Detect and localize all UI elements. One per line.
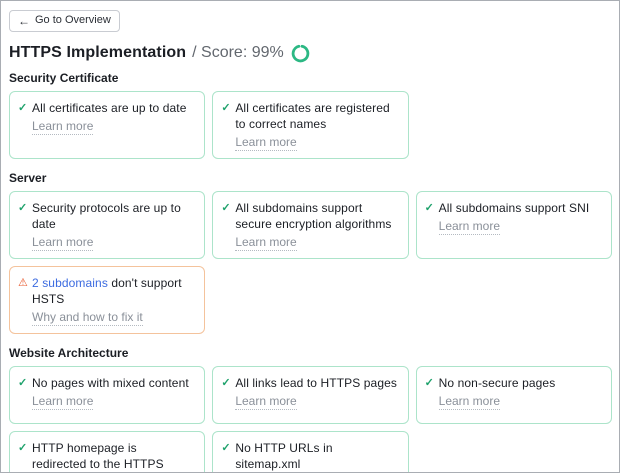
learn-more-link[interactable]: Learn more: [438, 394, 501, 410]
check-card: ✓ All subdomains support SNI Learn more: [415, 191, 612, 259]
why-and-how-to-fix-link[interactable]: Why and how to fix it: [32, 310, 143, 326]
check-icon: ✓: [424, 202, 434, 214]
card-title: All links lead to HTTPS pages: [235, 376, 397, 390]
check-icon: ✓: [18, 202, 28, 214]
section-title: Website Architecture: [9, 346, 129, 360]
card-title: All certificates are up to date: [32, 101, 187, 115]
go-to-overview-button[interactable]: ← Go to Overview: [9, 10, 120, 32]
card-title: 2 subdomains don't support HSTS: [32, 276, 182, 306]
learn-more-link[interactable]: Learn more: [32, 119, 94, 135]
check-card: ✓ All certificates are registered to corr…: [212, 91, 409, 159]
report-title: HTTPS Implementation: [9, 44, 187, 61]
section-server: Server ✓ Security protocols are up to date…: [9, 171, 612, 334]
check-card: ✓ No non-secure pages Learn more: [415, 366, 612, 424]
check-card: ✓ Security protocols are up to date Learn …: [9, 191, 206, 259]
card-title: HTTP homepage is redirected to the HTTPS…: [32, 441, 164, 471]
card-grid: ✓ Security protocols are up to date Learn …: [9, 191, 612, 334]
check-card: ✓ No pages with mixed content Learn more: [9, 366, 206, 424]
sections: Security Certificate ✓ All certificates ar…: [9, 71, 612, 472]
score-text: / Score: 99%: [192, 44, 284, 61]
check-icon: ✓: [18, 442, 28, 454]
check-icon: ✓: [221, 202, 231, 214]
issue-count-link[interactable]: 2 subdomains: [32, 276, 108, 290]
check-card: ✓ All links lead to HTTPS pages Learn more: [212, 366, 409, 424]
card-title: No pages with mixed content: [32, 376, 189, 390]
card-title: Security protocols are up to date: [32, 201, 181, 231]
card-title: No HTTP URLs in sitemap.xml: [235, 441, 333, 471]
learn-more-link[interactable]: Learn more: [235, 235, 297, 251]
score-value: 99%: [251, 44, 284, 61]
check-icon: ✓: [18, 377, 28, 389]
card-title: All subdomains support SNI: [438, 201, 590, 215]
card-title: No non-secure pages: [438, 376, 556, 390]
check-icon: ✓: [221, 102, 231, 114]
warning-icon: ⚠: [18, 277, 28, 289]
check-card: ✓ All subdomains support secure encryptio…: [212, 191, 409, 259]
section-title: Server: [9, 171, 47, 185]
back-arrow-icon: ←: [18, 13, 30, 28]
score-ring: [291, 44, 310, 62]
section-website-architecture: Website Architecture ✓ No pages with mixed…: [9, 346, 612, 472]
check-icon: ✓: [221, 377, 231, 389]
check-icon: ✓: [221, 442, 231, 454]
page-title: HTTPS Implementation / Score: 99%: [9, 42, 612, 64]
learn-more-link[interactable]: Learn more: [32, 235, 94, 251]
card-title: All subdomains support secure encryption…: [235, 201, 392, 231]
warning-card: ⚠ 2 subdomains don't support HSTS Why and …: [9, 266, 206, 334]
check-card: ✓ All certificates are up to date Learn mo…: [9, 91, 206, 159]
learn-more-link[interactable]: Learn more: [438, 219, 501, 235]
learn-more-link[interactable]: Learn more: [235, 394, 297, 410]
card-title: All certificates are registered to corre…: [235, 101, 390, 131]
back-button-label: Go to Overview: [35, 14, 111, 26]
check-icon: ✓: [18, 102, 28, 114]
section-security-certificate: Security Certificate ✓ All certificates ar…: [9, 71, 612, 159]
learn-more-link[interactable]: Learn more: [235, 135, 297, 151]
check-card: ✓ HTTP homepage is redirected to the HTTP…: [9, 431, 206, 472]
section-title: Security Certificate: [9, 71, 119, 85]
card-grid: ✓ All certificates are up to date Learn mo…: [9, 91, 612, 159]
card-grid: ✓ No pages with mixed content Learn more ✓ A…: [9, 366, 612, 472]
learn-more-link[interactable]: Learn more: [32, 394, 94, 410]
check-icon: ✓: [424, 377, 434, 389]
check-card: ✓No HTTP URLs in sitemap.xmlLearn more: [212, 431, 409, 472]
